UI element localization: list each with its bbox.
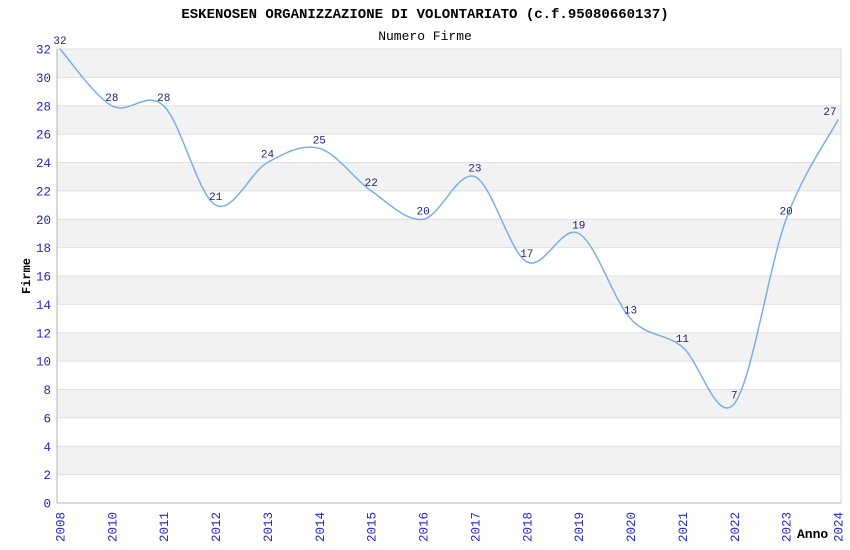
y-tick-label: 2 (43, 469, 51, 483)
x-tick-label: 2020 (625, 512, 639, 542)
grid-band (57, 446, 841, 475)
y-tick-label: 4 (43, 441, 51, 455)
data-point-label: 23 (468, 164, 481, 176)
y-tick-label: 18 (36, 242, 51, 256)
x-tick-label: 2021 (677, 512, 691, 542)
y-tick-label: 16 (36, 271, 51, 285)
grid-band (57, 332, 841, 362)
data-point-label: 13 (624, 306, 637, 318)
y-tick-label: 24 (36, 157, 51, 171)
y-tick-label: 30 (36, 72, 51, 86)
x-tick-label: 2018 (521, 512, 535, 542)
x-tick-label: 2016 (418, 512, 432, 542)
y-tick-label: 6 (43, 412, 51, 426)
data-point-label: 11 (676, 334, 690, 346)
x-tick-label: 2015 (366, 512, 380, 542)
data-point-label: 27 (823, 107, 836, 119)
data-point-label: 19 (572, 220, 585, 232)
y-tick-label: 0 (43, 498, 51, 512)
x-tick-label: 2011 (158, 512, 172, 542)
data-point-label: 22 (365, 178, 378, 190)
data-point-label: 24 (261, 150, 275, 162)
data-point-label: 7 (731, 391, 738, 403)
grid-band (57, 361, 841, 390)
y-tick-label: 8 (43, 384, 51, 398)
grid-band (57, 134, 841, 163)
grid-band (57, 474, 841, 503)
x-tick-label: 2022 (729, 512, 743, 542)
x-tick-label: 2012 (210, 512, 224, 542)
chart-title: ESKENOSEN ORGANIZZAZIONE DI VOLONTARIATO… (181, 7, 669, 23)
grid-band (57, 49, 841, 78)
data-point-label: 28 (105, 93, 118, 105)
grid-band (57, 304, 841, 333)
grid-band (57, 77, 841, 106)
y-tick-label: 22 (36, 185, 51, 199)
grid-band (57, 162, 841, 191)
x-tick-label: 2010 (106, 512, 120, 542)
x-axis-title: Anno (797, 527, 829, 542)
y-tick-label: 12 (36, 327, 51, 341)
y-tick-label: 10 (36, 356, 51, 370)
grid-band (57, 276, 841, 305)
x-tick-label: 2019 (573, 512, 587, 542)
x-tick-label: 2008 (55, 512, 69, 542)
data-point-label: 25 (313, 135, 326, 147)
data-point-label: 20 (416, 206, 429, 218)
grid-band (57, 247, 841, 276)
y-tick-label: 26 (36, 129, 51, 143)
x-tick-label: 2017 (469, 512, 483, 542)
x-tick-label: 2024 (833, 512, 847, 542)
y-tick-label: 32 (36, 44, 51, 58)
x-tick-label: 2023 (781, 512, 795, 542)
y-tick-label: 20 (36, 214, 51, 228)
data-point-label: 17 (520, 249, 533, 261)
grid-band (57, 389, 841, 418)
data-point-label: 32 (53, 36, 66, 48)
data-point-label: 21 (209, 192, 223, 204)
data-line (59, 48, 839, 409)
y-tick-label: 14 (36, 299, 51, 313)
chart-subtitle: Numero Firme (378, 29, 472, 44)
data-point-label: 28 (157, 93, 170, 105)
grid-band (57, 417, 841, 447)
x-tick-label: 2014 (314, 512, 328, 542)
grid-band (57, 105, 841, 135)
data-point-label: 20 (779, 206, 792, 218)
y-tick-label: 28 (36, 100, 51, 114)
grid-band (57, 219, 841, 248)
x-tick-label: 2013 (262, 512, 276, 542)
